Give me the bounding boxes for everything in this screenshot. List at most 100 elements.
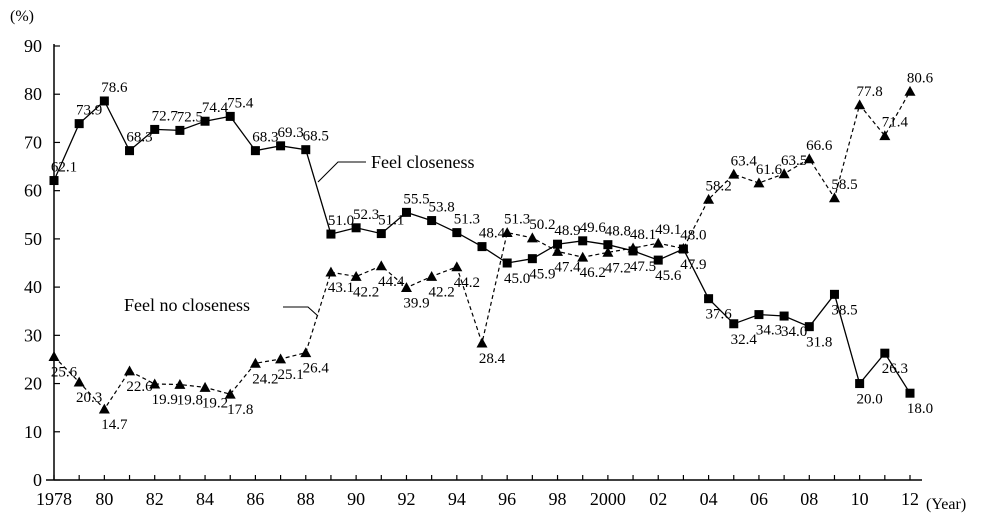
marker-feel-no-closeness [703,193,715,204]
marker-feel-no-closeness [48,351,60,361]
data-label-feel-closeness: 48.9 [554,223,580,239]
marker-feel-closeness [200,116,210,126]
data-label-feel-no-closeness: 17.8 [227,402,253,418]
marker-feel-closeness [125,146,135,156]
data-label-feel-closeness: 49.6 [580,220,607,236]
annotation-feel-no-closeness: Feel no closeness [124,295,250,315]
marker-feel-closeness [401,207,411,217]
annotations: Feel closeness Feel no closeness [124,152,474,317]
leader-feel-no-closeness [283,306,319,317]
y-tick-label: 0 [33,470,42,490]
x-tick-label: 88 [297,489,315,509]
marker-feel-no-closeness [375,260,387,271]
marker-feel-no-closeness [451,261,463,272]
data-label-feel-closeness: 45.9 [529,267,555,283]
marker-feel-closeness [250,146,260,156]
x-tick-label: 80 [95,489,113,509]
data-label-feel-no-closeness: 44.2 [454,275,480,291]
data-label-feel-closeness: 20.0 [857,392,883,408]
data-label-feel-closeness: 51.1 [378,213,404,229]
annotation-feel-closeness: Feel closeness [371,152,474,172]
data-label-feel-closeness: 38.5 [831,302,857,318]
data-label-feel-closeness: 72.7 [152,108,179,124]
marker-feel-no-closeness [73,376,85,387]
marker-feel-closeness [578,236,588,246]
marker-feel-no-closeness [98,403,110,414]
y-tick-label: 30 [24,325,42,345]
data-label-feel-closeness: 53.8 [429,200,455,216]
marker-feel-closeness [729,319,739,329]
y-tick-label: 40 [24,277,42,297]
x-tick-label: 1978 [36,489,72,509]
data-label-feel-closeness: 68.3 [252,130,278,146]
marker-feel-no-closeness [174,379,186,389]
y-tick-label: 10 [24,422,42,442]
x-tick-label: 90 [347,489,365,509]
data-label-feel-closeness: 52.3 [353,207,379,223]
data-label-feel-no-closeness: 19.8 [177,393,203,409]
data-label-feel-closeness: 47.5 [630,259,656,275]
data-label-feel-no-closeness: 22.6 [126,379,153,395]
marker-feel-no-closeness [300,347,312,358]
data-label-feel-no-closeness: 63.5 [781,153,807,169]
data-label-feel-closeness: 74.4 [202,100,229,116]
marker-feel-no-closeness [325,266,337,277]
marker-feel-closeness [427,216,437,226]
x-tick-label: 02 [649,489,667,509]
data-label-feel-closeness: 45.0 [504,271,530,287]
x-tick-label: 10 [851,489,869,509]
marker-feel-no-closeness [828,192,840,203]
marker-feel-closeness [527,254,537,264]
marker-feel-no-closeness [854,99,866,110]
axes: 0 10 20 30 40 50 60 70 80 90 1978 80 82 84 86 88 90 92 94 9… [24,36,922,509]
data-label-feel-closeness: 26.3 [882,361,908,377]
data-label-feel-closeness: 68.3 [126,130,152,146]
marker-feel-closeness [351,223,361,233]
marker-feel-no-closeness [904,85,916,96]
marker-feel-no-closeness [275,353,287,364]
data-label-feel-no-closeness: 42.2 [353,285,379,301]
x-tick-label: 84 [196,489,214,509]
marker-feel-no-closeness [677,243,689,253]
data-label-feel-no-closeness: 26.4 [303,361,330,377]
data-label-feel-no-closeness: 14.7 [101,417,128,433]
series-layer [48,85,916,414]
data-label-feel-closeness: 48.8 [605,224,631,240]
marker-feel-closeness [905,388,915,398]
leader-feel-closeness [317,161,366,183]
marker-feel-closeness [553,239,563,249]
data-label-feel-no-closeness: 25.1 [277,367,303,383]
marker-feel-no-closeness [350,271,362,281]
data-label-feel-closeness: 48.4 [479,226,506,242]
marker-feel-no-closeness [249,357,261,368]
data-label-feel-no-closeness: 19.2 [202,395,228,411]
marker-feel-closeness [150,124,160,134]
data-label-feel-no-closeness: 49.1 [655,222,681,238]
data-label-feel-closeness: 51.0 [328,213,354,229]
data-label-feel-closeness: 75.4 [227,95,254,111]
x-tick-label: 98 [549,489,567,509]
marker-feel-closeness [477,242,487,252]
data-label-feel-closeness: 55.5 [403,191,429,207]
marker-feel-closeness [779,311,789,321]
marker-feel-closeness [99,96,109,106]
marker-feel-closeness [603,240,613,250]
data-label-feel-no-closeness: 24.2 [252,371,278,387]
data-label-feel-no-closeness: 43.1 [328,280,354,296]
x-tick-label: 06 [750,489,768,509]
x-tick-label: 94 [448,489,466,509]
marker-feel-no-closeness [602,246,614,257]
data-label-feel-no-closeness: 44.4 [378,274,405,290]
y-tick-label: 90 [24,36,42,56]
marker-feel-no-closeness [124,365,136,376]
x-tick-label: 08 [800,489,818,509]
data-label-feel-closeness: 34.0 [781,324,807,340]
x-tick-label: 2000 [590,489,626,509]
y-tick-label: 80 [24,84,42,104]
marker-feel-closeness [829,289,839,299]
marker-feel-closeness [326,229,336,239]
data-label-feel-no-closeness: 51.3 [504,212,530,228]
marker-feel-closeness [653,255,663,265]
marker-feel-closeness [880,348,890,358]
